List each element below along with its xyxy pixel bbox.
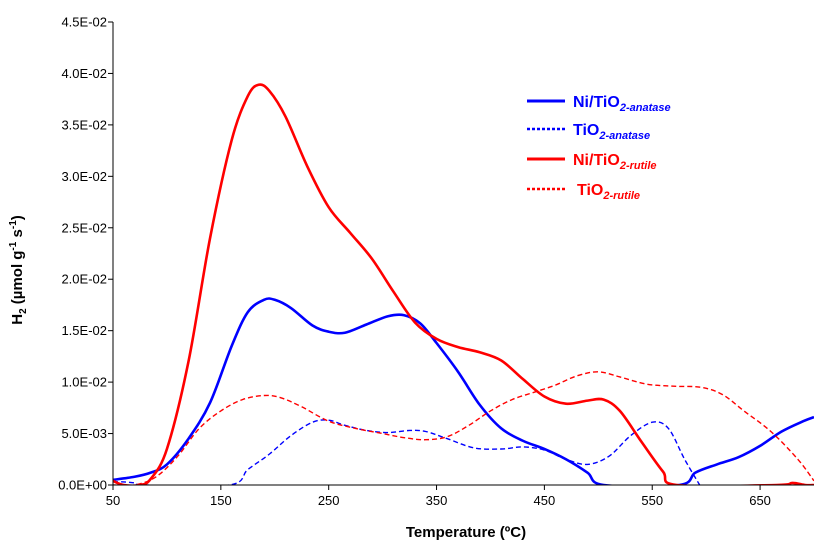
y-label-sup1: -1 <box>8 241 19 250</box>
x-tick-label: 650 <box>749 493 771 508</box>
legend-label-tio2-anatase: TiO2-anatase <box>573 122 650 142</box>
y-label-unit-b: s <box>9 229 26 242</box>
x-axis-label: Temperature (ºC) <box>406 524 526 541</box>
y-tick-label: 1.0E-02 <box>61 375 107 390</box>
y-label-sub: 2 <box>18 308 29 314</box>
y-tick-label: 4.0E-02 <box>61 66 107 81</box>
x-tick-label: 150 <box>210 493 232 508</box>
y-label-main: H <box>9 314 26 325</box>
y-tick-label: 4.5E-02 <box>61 15 107 30</box>
series-line-ni-tio2-rutile <box>113 83 814 485</box>
y-tick-label: 1.5E-02 <box>61 323 107 338</box>
legend-label-ni-tio2-rutile: Ni/TiO2-rutile <box>573 152 657 172</box>
x-tick-label: 50 <box>106 493 120 508</box>
y-axis-label: H2 (µmol g-1 s-1) <box>8 215 29 325</box>
series-line-tio2-rutile <box>113 371 814 485</box>
legend: Ni/TiO2-anatase TiO2-anatase Ni/TiO2-rutil… <box>527 94 671 202</box>
y-tick-label: 5.0E-03 <box>61 426 107 441</box>
y-tick-label: 0.0E+00 <box>58 478 107 493</box>
series-line-tio2-anatase <box>113 419 701 485</box>
x-tick-label: 250 <box>318 493 340 508</box>
x-tick-label: 350 <box>426 493 448 508</box>
legend-label-tio2-rutile: TiO2-rutile <box>577 182 640 202</box>
y-tick-label: 3.0E-02 <box>61 169 107 184</box>
legend-label-ni-tio2-anatase: Ni/TiO2-anatase <box>573 94 671 114</box>
y-ticks: 0.0E+00 5.0E-03 1.0E-02 1.5E-02 2.0E-02 2.5E-… <box>58 15 113 493</box>
x-ticks: 50 150 250 350 450 550 650 <box>106 485 771 508</box>
y-tick-label: 3.5E-02 <box>61 117 107 132</box>
series-line-ni-tio2-anatase <box>113 297 814 485</box>
plot-lines <box>113 83 814 485</box>
x-tick-label: 450 <box>534 493 556 508</box>
y-label-unit-a: (µmol g <box>9 251 26 309</box>
y-tick-label: 2.5E-02 <box>61 220 107 235</box>
x-tick-label: 550 <box>641 493 663 508</box>
y-label-sup2: -1 <box>8 220 19 229</box>
y-tick-label: 2.0E-02 <box>61 272 107 287</box>
y-label-close: ) <box>9 215 26 220</box>
